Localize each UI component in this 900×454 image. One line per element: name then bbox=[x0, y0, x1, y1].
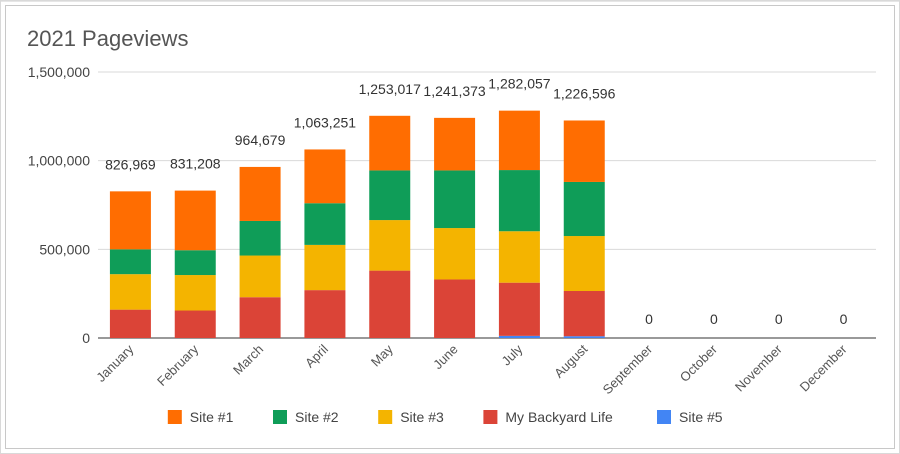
x-tick-label-june: June bbox=[430, 342, 461, 373]
legend-swatch bbox=[378, 410, 393, 424]
legend-label: Site #3 bbox=[400, 409, 444, 425]
y-tick-label: 500,000 bbox=[39, 241, 90, 257]
bar-segment-site-1-march bbox=[239, 166, 281, 221]
bar-segment-site-1-april bbox=[304, 149, 346, 204]
legend-item-site-3[interactable]: Site #3 bbox=[378, 409, 444, 425]
bar-segment-my-backyard-life-june bbox=[434, 279, 476, 338]
total-label-january: 826,969 bbox=[105, 156, 156, 172]
legend-swatch bbox=[273, 410, 287, 424]
x-tick-label-november: November bbox=[732, 341, 785, 394]
bar-segment-site-3-april bbox=[304, 244, 346, 291]
total-label-november: 0 bbox=[775, 311, 783, 327]
legend-swatch bbox=[167, 410, 182, 424]
bar-segment-site-1-may bbox=[369, 115, 411, 171]
bar-segment-site-3-february bbox=[174, 275, 216, 311]
bar-segment-site-1-july bbox=[498, 110, 540, 171]
bar-segment-site-2-january bbox=[109, 249, 151, 275]
x-tick-label-march: March bbox=[230, 342, 266, 378]
bars bbox=[109, 110, 605, 338]
bar-segment-my-backyard-life-february bbox=[174, 310, 216, 338]
y-tick-label: 1,000,000 bbox=[28, 153, 90, 169]
x-tick-label-july: July bbox=[499, 341, 526, 368]
y-tick-label: 1,500,000 bbox=[28, 64, 90, 80]
gridlines bbox=[98, 71, 876, 339]
bar-segment-site-1-february bbox=[174, 190, 216, 251]
legend-label: My Backyard Life bbox=[505, 409, 613, 425]
x-tick-label-april: April bbox=[302, 341, 331, 370]
bar-segment-site-3-may bbox=[369, 220, 411, 271]
bar-segment-site-2-april bbox=[304, 203, 346, 245]
bar-segment-my-backyard-life-april bbox=[304, 290, 346, 338]
y-axis-ticks: 0 500,000 1,000,000 1,500,000 bbox=[28, 64, 91, 346]
total-label-june: 1,241,373 bbox=[423, 83, 485, 99]
x-tick-label-august: August bbox=[551, 341, 590, 380]
total-label-april: 1,063,251 bbox=[294, 114, 356, 130]
stacked-bar-chart: 2021 Pageviews 0 500,000 1,000,000 1,500,00… bbox=[27, 26, 876, 425]
bar-segment-site-3-august bbox=[563, 236, 605, 292]
bar-segment-site-5-july bbox=[498, 335, 540, 338]
x-tick-label-december: December bbox=[797, 341, 850, 394]
bar-segment-site-3-january bbox=[109, 274, 151, 310]
x-tick-label-september: September bbox=[600, 341, 656, 397]
bar-segment-my-backyard-life-january bbox=[109, 309, 151, 338]
total-label-october: 0 bbox=[710, 311, 718, 327]
chart-card: 2021 Pageviews 0 500,000 1,000,000 1,500,00… bbox=[5, 5, 895, 449]
chart-title: 2021 Pageviews bbox=[27, 26, 188, 51]
total-label-july: 1,282,057 bbox=[488, 76, 550, 92]
bar-segment-site-1-june bbox=[434, 117, 476, 171]
total-label-march: 964,679 bbox=[235, 132, 286, 148]
legend-label: Site #1 bbox=[190, 409, 234, 425]
total-label-august: 1,226,596 bbox=[553, 85, 615, 101]
bar-segment-site-2-february bbox=[174, 250, 216, 276]
legend-label: Site #2 bbox=[295, 409, 339, 425]
total-label-february: 831,208 bbox=[170, 156, 221, 172]
bar-segment-my-backyard-life-may bbox=[369, 270, 411, 338]
legend-item-site-5[interactable]: Site #5 bbox=[657, 409, 723, 425]
legend-item-my-backyard-life[interactable]: My Backyard Life bbox=[483, 409, 613, 425]
bar-segment-site-3-june bbox=[434, 228, 476, 280]
bar-segment-site-2-may bbox=[369, 170, 411, 221]
legend: Site #1 Site #2 Site #3 My Backyard Life Sit… bbox=[167, 409, 723, 425]
x-tick-label-october: October bbox=[677, 341, 721, 385]
bar-segment-site-5-august bbox=[563, 336, 605, 338]
bar-segment-site-2-july bbox=[498, 170, 540, 232]
total-label-september: 0 bbox=[645, 311, 653, 327]
bar-segment-site-3-march bbox=[239, 255, 281, 298]
legend-label: Site #5 bbox=[679, 409, 723, 425]
x-tick-label-february: February bbox=[154, 341, 202, 389]
legend-swatch bbox=[483, 410, 498, 424]
bar-segment-my-backyard-life-august bbox=[563, 291, 605, 337]
x-axis-ticks: January February March April May June July Augu… bbox=[93, 341, 850, 397]
bar-segment-site-2-august bbox=[563, 181, 605, 237]
legend-swatch bbox=[657, 410, 671, 424]
bar-segment-site-3-july bbox=[498, 231, 540, 283]
bar-segment-site-1-august bbox=[563, 120, 605, 182]
bar-segment-site-2-june bbox=[434, 170, 476, 229]
bar-segment-site-2-march bbox=[239, 220, 281, 256]
y-tick-label: 0 bbox=[82, 330, 90, 346]
legend-item-site-1[interactable]: Site #1 bbox=[167, 409, 234, 425]
total-label-december: 0 bbox=[840, 311, 848, 327]
bar-segment-my-backyard-life-july bbox=[498, 282, 540, 336]
x-tick-label-january: January bbox=[93, 341, 137, 385]
total-label-may: 1,253,017 bbox=[359, 81, 421, 97]
bar-segment-my-backyard-life-march bbox=[239, 297, 281, 338]
x-tick-label-may: May bbox=[368, 341, 396, 369]
legend-item-site-2[interactable]: Site #2 bbox=[273, 409, 339, 425]
bar-segment-site-1-january bbox=[109, 191, 151, 250]
